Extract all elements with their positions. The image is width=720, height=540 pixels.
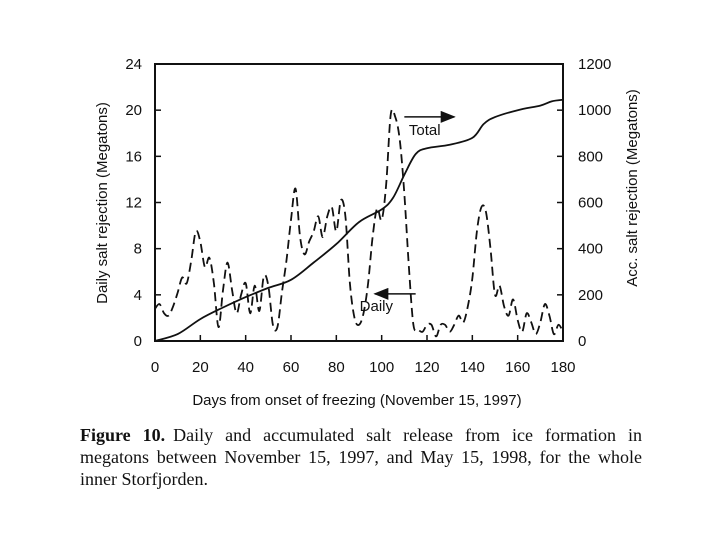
caption-label: Figure 10.	[80, 425, 166, 445]
x-tick-label: 160	[505, 359, 530, 376]
annotations: Total Daily	[360, 110, 456, 315]
plot-frame	[154, 63, 564, 342]
y-tick-label-left: 8	[134, 241, 142, 258]
x-tick-label: 120	[414, 359, 439, 376]
y-axis-label-right: Acc. salt rejection (Megatons)	[624, 89, 641, 287]
y-tick-label-right: 800	[578, 148, 603, 165]
y-tick-label-right: 600	[578, 195, 603, 212]
x-tick-label: 60	[283, 359, 300, 376]
y-tick-label-left: 20	[125, 102, 142, 119]
x-tick-label: 20	[192, 359, 209, 376]
y-tick-label-right: 0	[578, 333, 586, 350]
x-axis-label: Days from onset of freezing (November 15…	[192, 392, 521, 409]
chart: 0 20 40 60 80 100 120 140 160 1800481216202402004…	[94, 56, 641, 409]
x-tick-label: 80	[328, 359, 345, 376]
y-tick-label-right: 400	[578, 241, 603, 258]
figure-caption: Figure 10. Daily and accumulated salt rel…	[80, 424, 642, 490]
y-axis-label-left: Daily salt rejection (Megatons)	[94, 102, 111, 304]
annotation-daily-label: Daily	[360, 298, 394, 315]
x-tick-label: 0	[151, 359, 159, 376]
y-tick-label-left: 4	[134, 287, 142, 304]
y-tick-label-right: 1200	[578, 56, 611, 73]
y-tick-label-left: 12	[125, 195, 142, 212]
series-line-daily	[154, 108, 564, 338]
series-line-total	[154, 98, 564, 342]
y-tick-label-left: 16	[125, 148, 142, 165]
annotation-total-label: Total	[409, 122, 441, 139]
caption-text: Daily and accumulated salt release from …	[80, 425, 642, 489]
series-layer	[154, 98, 564, 342]
x-tick-label: 40	[237, 359, 254, 376]
y-tick-label-right: 200	[578, 287, 603, 304]
y-tick-label-right: 1000	[578, 102, 611, 119]
x-tick-label: 140	[460, 359, 485, 376]
y-tick-label-left: 0	[134, 333, 142, 350]
x-tick-label: 100	[369, 359, 394, 376]
x-tick-label: 180	[550, 359, 575, 376]
y-tick-label-left: 24	[125, 56, 142, 73]
